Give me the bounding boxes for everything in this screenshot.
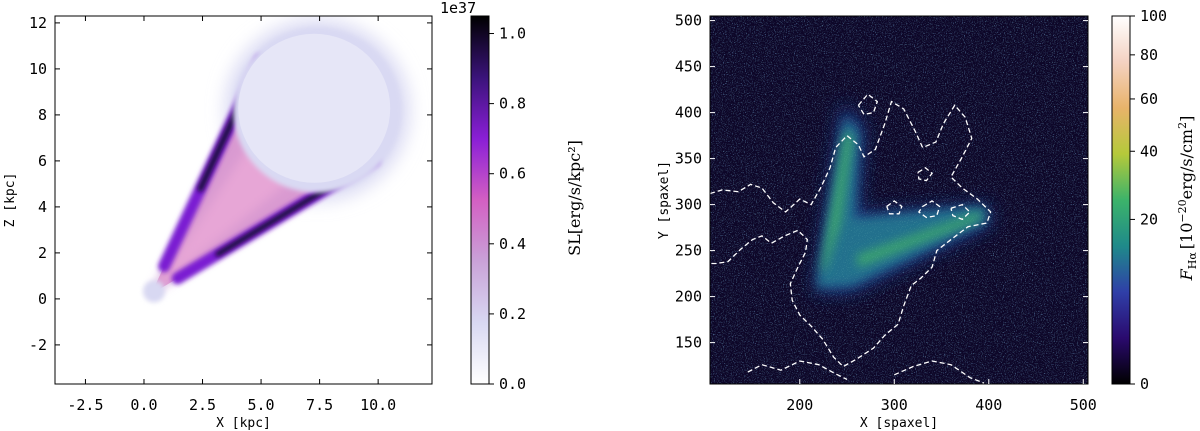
right-y-tick-label: 500: [675, 12, 702, 30]
right-x-label: X [spaxel]: [860, 416, 938, 431]
right-x-tick-label: 500: [1070, 396, 1097, 414]
left-colorbar: [470, 15, 490, 385]
right-x-ticks: 200 300 400 500: [786, 379, 1097, 414]
dashed-contours: [710, 93, 992, 384]
cone-disk: [238, 33, 391, 183]
cone-image: [143, 19, 410, 303]
right-y-tick-label: 150: [675, 334, 702, 352]
left-colorbar-ticks: 0.0 0.2 0.4 0.6 0.8 1.0: [489, 25, 526, 393]
cbar-label-sub: Hα: [1186, 252, 1199, 270]
right-colorbar-tick-label: 20: [1140, 210, 1158, 228]
right-colorbar: [1111, 15, 1131, 385]
cbar-label-sq: 2: [1176, 122, 1189, 129]
left-colorbar-tick-label: 0.8: [499, 95, 526, 113]
left-x-ticks: -2.5 0.0 2.5 5.0 7.5 10.0: [67, 16, 396, 414]
left-y-tick-label: 0: [38, 290, 47, 308]
cbar-label-close: ]: [1177, 116, 1196, 122]
left-x-label: X [kpc]: [216, 416, 271, 431]
right-y-tick-label: 450: [675, 58, 702, 76]
left-y-ticks: -2 0 2 4 6 8 10 12: [29, 14, 432, 354]
cbar-label-rest: erg/s/cm: [1177, 129, 1196, 199]
left-x-tick-label: 0.0: [130, 396, 157, 414]
left-y-tick-label: 8: [38, 106, 47, 124]
right-y-tick-label: 350: [675, 150, 702, 168]
contour-line: [710, 100, 992, 368]
left-colorbar-label: SL[erg/s/kpc²]: [565, 140, 584, 256]
left-x-tick-label: 7.5: [306, 396, 333, 414]
right-colorbar-label: FHα [10−20erg/s/cm2]: [1176, 116, 1199, 282]
contour-line: [894, 360, 985, 384]
right-colorbar-tick-label: 100: [1140, 7, 1167, 25]
left-colorbar-offset: 1e37: [440, 0, 476, 17]
v-shaped-emission: [710, 16, 1088, 384]
cbar-label-exp: −20: [1176, 199, 1189, 222]
left-x-tick-label: 10.0: [360, 396, 396, 414]
left-chart: -2.5 0.0 2.5 5.0 7.5 10.0 -2 0 2 4 6 8 10 12 X [kpc]…: [3, 0, 584, 431]
left-y-tick-label: 6: [38, 152, 47, 170]
left-y-tick-label: 10: [29, 60, 47, 78]
cbar-label-unit: [10: [1177, 223, 1196, 250]
left-x-tick-label: 2.5: [189, 396, 216, 414]
left-y-tick-label: 4: [38, 198, 47, 216]
emission-noise: [710, 16, 1088, 384]
right-y-label: Y [spaxel]: [657, 161, 672, 239]
right-colorbar-tick-label: 80: [1140, 46, 1158, 64]
halpha-image: [710, 16, 1088, 384]
left-y-tick-label: 12: [29, 14, 47, 32]
left-x-tick-label: 5.0: [248, 396, 275, 414]
cone-edge-upper-peak: [215, 178, 343, 257]
contour-line: [857, 93, 879, 116]
right-y-tick-label: 200: [675, 288, 702, 306]
cone-apex: [143, 280, 166, 303]
contour-line: [917, 167, 933, 182]
right-colorbar-tick-label: 40: [1140, 142, 1158, 160]
right-colorbar-tick-label: 0: [1140, 375, 1149, 393]
right-colorbar-ticks: 0 20 40 60 80 100: [1130, 7, 1167, 393]
left-y-tick-label: -2: [29, 336, 47, 354]
right-y-ticks: 150 200 250 300 350 400 450 500: [675, 12, 1088, 352]
right-y-tick-label: 400: [675, 104, 702, 122]
contour-line: [917, 200, 941, 219]
right-x-tick-label: 400: [975, 396, 1002, 414]
right-y-tick-label: 300: [675, 196, 702, 214]
left-colorbar-tick-label: 0.6: [499, 165, 526, 183]
left-plot-frame: [54, 15, 433, 385]
left-x-tick-label: -2.5: [67, 396, 103, 414]
right-plot-frame: [709, 15, 1089, 385]
left-colorbar-tick-label: 1.0: [499, 25, 526, 43]
right-x-tick-label: 300: [881, 396, 908, 414]
contour-line: [747, 360, 848, 380]
right-x-tick-label: 200: [786, 396, 813, 414]
cone-group: [143, 19, 410, 303]
right-colorbar-tick-label: 60: [1140, 90, 1158, 108]
left-colorbar-tick-label: 0.0: [499, 375, 526, 393]
left-y-tick-label: 2: [38, 244, 47, 262]
left-colorbar-tick-label: 0.2: [499, 305, 526, 323]
contour-line: [950, 203, 971, 221]
cbar-label-F: F: [1177, 268, 1196, 281]
left-colorbar-tick-label: 0.4: [499, 235, 526, 253]
right-y-tick-label: 250: [675, 242, 702, 260]
left-y-label: Z [kpc]: [3, 173, 18, 228]
